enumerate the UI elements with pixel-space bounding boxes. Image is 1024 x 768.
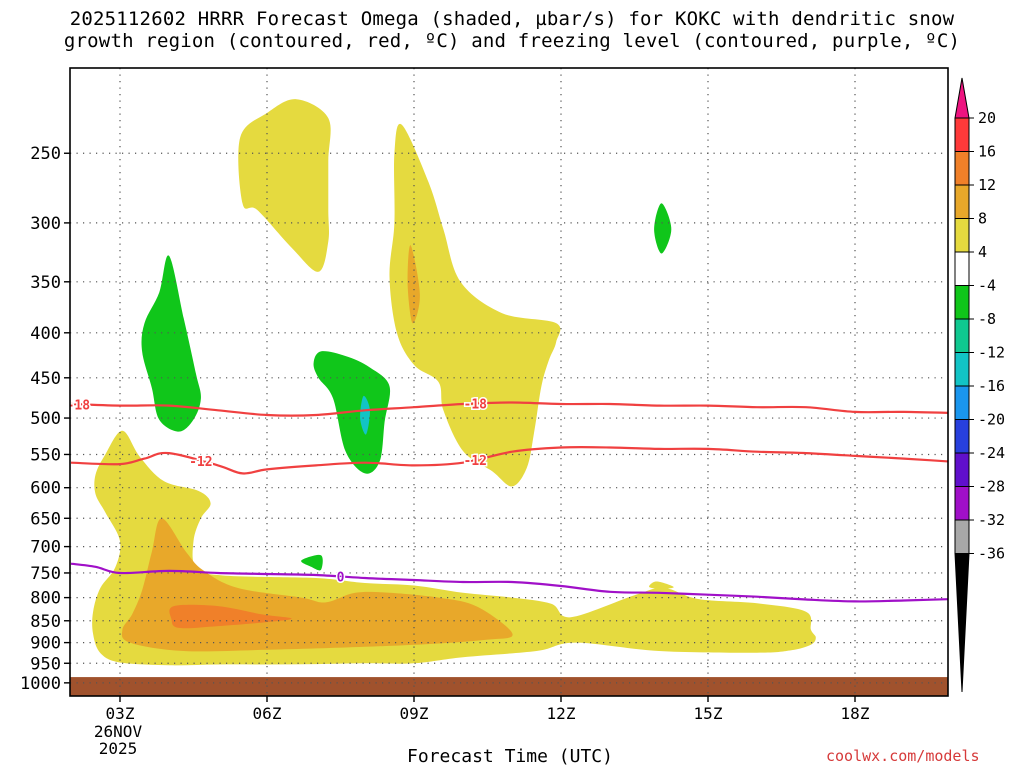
ground-layer [70, 677, 948, 696]
colorbar-label-5: -4 [978, 277, 996, 295]
colorbar-label-12: -32 [978, 511, 1005, 529]
colorbar-label-6: -8 [978, 310, 996, 328]
colorbar-label-7: -12 [978, 344, 1005, 362]
colorbar-label-13: -36 [978, 545, 1005, 563]
colorbar-swatch-8 [954, 385, 970, 420]
colorbar-swatch-3 [954, 218, 970, 253]
colorbar-label-3: 8 [978, 210, 987, 228]
colorbar-label-11: -28 [978, 478, 1005, 496]
x-tick-sublabel-1: 2025 [99, 739, 138, 758]
colorbar-swatch-1 [954, 151, 970, 186]
x-tick-sublabel-0: 26NOV [94, 722, 143, 741]
y-tick-label-1000: 1000 [20, 674, 61, 694]
y-tick-label-650: 650 [30, 509, 61, 529]
colorbar-swatch-11 [954, 486, 970, 521]
ground-fill [70, 677, 948, 696]
omega-region-1 [238, 99, 331, 272]
y-tick-label-950: 950 [30, 654, 61, 674]
colorbar-swatch-10 [954, 452, 970, 487]
colorbar-label-1: 16 [978, 143, 996, 161]
y-tick-label-900: 900 [30, 634, 61, 654]
x-axis-label: Forecast Time (UTC) [407, 746, 613, 767]
x-tick-label-09Z: 09Z [400, 704, 429, 723]
omega-region-7 [141, 255, 201, 432]
colorbar: 20 16 12 8 4 -4 -8 -12 -16 -20 -24 -28 -32 -36 [954, 77, 1005, 693]
chart-title: 2025112602 HRRR Forecast Omega (shaded, … [0, 8, 1024, 52]
colorbar-swatch-6 [954, 318, 970, 353]
colorbar-swatch-7 [954, 352, 970, 387]
colorbar-bottom-arrow [954, 553, 970, 693]
y-tick-label-300: 300 [30, 214, 61, 234]
x-tick-label-03Z: 03Z [106, 704, 135, 723]
x-tick-label-15Z: 15Z [694, 704, 723, 723]
colorbar-label-4: 4 [978, 243, 987, 261]
colorbar-swatch-0 [954, 117, 970, 152]
colorbar-swatch-9 [954, 419, 970, 454]
watermark: coolwx.com/models [826, 747, 980, 765]
colorbar-swatch-2 [954, 184, 970, 219]
omega-region-2 [389, 123, 561, 487]
omega-region-4 [169, 604, 292, 629]
axes: 2503003504004505005506006507007508008509… [20, 67, 949, 758]
colorbar-label-10: -24 [978, 444, 1005, 462]
colorbar-top-arrow [954, 77, 970, 119]
isotherm-label-m12-0: -12 [189, 455, 212, 470]
isotherm-0 [70, 562, 948, 603]
y-tick-label-700: 700 [30, 538, 61, 558]
isotherm-label-m18-0: -18 [67, 398, 91, 413]
colorbar-swatch-4 [954, 251, 970, 286]
y-tick-label-400: 400 [30, 324, 61, 344]
omega-region-11 [360, 395, 370, 435]
x-tick-label-06Z: 06Z [253, 704, 282, 723]
isotherm-m18 [70, 401, 948, 417]
y-tick-label-450: 450 [30, 369, 61, 389]
colorbar-label-0: 20 [978, 109, 996, 127]
isotherm-label-0-0: 0 [337, 571, 345, 586]
colorbar-label-8: -16 [978, 377, 1005, 395]
title-line-2: growth region (contoured, red, ºC) and f… [63, 30, 961, 52]
y-tick-label-850: 850 [30, 612, 61, 632]
isotherm-m12 [70, 446, 948, 475]
y-tick-label-550: 550 [30, 445, 61, 465]
y-tick-label-350: 350 [30, 273, 61, 293]
y-tick-label-500: 500 [30, 409, 61, 429]
isotherm-label-m12-1: -12 [464, 454, 487, 469]
y-tick-label-250: 250 [30, 144, 61, 164]
omega-region-6 [649, 581, 674, 589]
omega-fills [92, 99, 816, 666]
omega-region-5 [407, 245, 420, 324]
x-tick-label-12Z: 12Z [547, 704, 576, 723]
y-tick-label-600: 600 [30, 479, 61, 499]
grid-lines [70, 68, 948, 696]
colorbar-label-9: -20 [978, 411, 1005, 429]
omega-region-9 [654, 203, 672, 254]
colorbar-swatch-5 [954, 285, 970, 320]
omega-region-10 [301, 554, 323, 571]
contour-lines: -18 -18 -12 -12 0 [67, 396, 948, 603]
x-tick-label-18Z: 18Z [841, 704, 870, 723]
y-tick-label-800: 800 [30, 589, 61, 609]
title-line-1: 2025112602 HRRR Forecast Omega (shaded, … [69, 8, 955, 30]
colorbar-swatch-12 [954, 519, 970, 554]
y-tick-label-750: 750 [30, 564, 61, 584]
plot-frame [69, 67, 949, 697]
isotherm-label-m18-1: -18 [464, 398, 488, 413]
colorbar-label-2: 12 [978, 176, 996, 194]
